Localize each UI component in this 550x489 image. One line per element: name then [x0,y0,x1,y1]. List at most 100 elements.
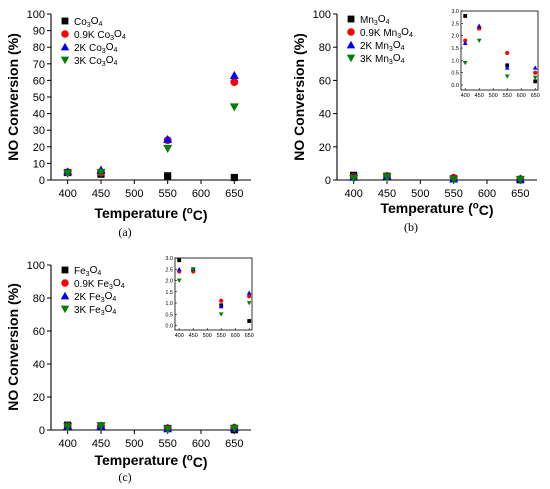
inset-y-tick-label: 3.0 [451,9,459,15]
chart-panel-2: 400 450 500 550 600 650 0 20 40 60 80 100 Temperatur… [291,9,540,234]
text-span: 3K Fe [74,305,101,316]
panel-label: (a) [118,225,131,239]
legend-marker [61,30,69,38]
text-span: O [114,29,122,40]
inset-data-point [476,23,482,28]
text-span: C) [193,207,208,223]
text-span: 3 [102,61,106,68]
inset-x-tick-label: 450 [475,93,484,99]
legend-marker [61,279,69,287]
text-span: O [105,291,113,302]
data-point-triangle-down [229,424,239,433]
text-span: 2K Co [74,43,102,54]
data-point-triangle-down [515,175,525,185]
inset-x-tick-label: 400 [461,93,470,99]
text-span: Co [74,17,87,28]
inset-x-tick-label: 600 [517,93,526,99]
inset-data-point [247,319,252,323]
legend-marker [60,305,70,314]
inset-data-point [533,70,538,75]
text-span: 3 [101,310,105,317]
chart-panel-3: 400 450 500 550 600 650 0 20 40 60 80 100 Temperatur… [5,256,254,484]
data-point-triangle-down [63,169,73,178]
y-axis-title: NO Conversion (%) [5,283,21,411]
inset-x-tick-label: 400 [175,333,184,339]
inset-data-point [533,79,538,84]
x-tick-label: 450 [378,188,396,200]
x-tick-label: 500 [411,188,429,200]
text-span: 0.9K Co [74,30,111,41]
y-tick-label: 80 [319,42,331,54]
legend-marker [60,42,70,51]
x-axis-title: Temperature (oC) [94,452,207,470]
text-span: 4 [97,270,101,277]
y-tick-label: 100 [313,9,331,21]
text-span: C) [479,202,494,218]
inset-x-tick-label: 450 [189,333,198,339]
text-span: 3 [109,284,113,291]
x-tick-label: 650 [225,438,243,450]
data-point-triangle-down [449,175,459,184]
inset-x-tick-label: 650 [245,333,254,339]
inset-data-point [247,294,252,299]
inset-y-tick-label: 1.5 [165,290,173,296]
text-span: O [378,14,386,25]
y-tick-label: 90 [33,26,45,38]
x-tick-label: 550 [158,188,176,200]
text-span: O [106,55,114,66]
text-span: 4 [401,58,405,65]
inset-data-point [462,40,468,45]
y-tick-label: 30 [33,125,45,137]
y-tick-label: 100 [27,9,45,21]
text-span: Temperature ( [380,200,473,216]
text-span: 2K Fe [74,292,101,303]
inset-y-tick-label: 2.0 [451,34,459,40]
text-span: 3 [389,46,393,53]
text-span: 3 [374,20,378,27]
text-span: 3 [101,297,105,304]
text-span: 4 [113,47,117,54]
y-axis-title: NO Conversion (%) [291,33,307,161]
x-axis-title: Temperature (oC) [94,205,207,223]
panel-label: (c) [118,470,131,484]
legend-label: Co3O4 [74,16,102,29]
chart-panel-1: 400 450 500 550 600 650 0 10 20 30 40 50 60 70 80 90 100… [5,9,251,239]
data-point-triangle-down [96,422,106,431]
data-point-triangle-down [382,173,392,182]
x-tick-label: 600 [192,188,210,200]
inset-data-point [219,298,224,303]
inset-frame [460,10,539,91]
x-tick-label: 600 [192,438,210,450]
inset-data-point [218,312,224,317]
x-tick-label: 500 [125,188,143,200]
inset-data-point [463,14,468,18]
x-tick-label: 650 [225,188,243,200]
y-tick-label: 60 [33,326,45,338]
inset-data-point [532,75,538,81]
text-span: 4 [112,309,116,316]
x-tick-label: 650 [511,188,529,200]
legend-marker [346,40,356,49]
inset-frame [174,257,253,331]
text-span: O [393,40,401,51]
legend-label: 0.9K Fe3O4 [74,278,125,291]
inset-data-point [505,63,510,68]
text-span: 0.9K Fe [74,279,109,290]
text-span: O [401,27,409,38]
y-tick-label: 100 [27,260,45,272]
text-span: 3K Mn [360,54,389,65]
text-span: o [187,206,193,217]
text-span: O [105,304,113,315]
legend-marker [60,56,70,65]
legend-marker [347,15,355,23]
y-tick-label: 70 [33,59,45,71]
legend-label: 3K Co3O4 [74,55,117,68]
text-span: O [113,278,121,289]
inset-y-tick-label: 0.0 [451,83,459,89]
legend-label: 2K Co3O4 [74,42,117,55]
y-tick-label: 40 [33,109,45,121]
y-tick-label: 80 [33,42,45,54]
text-span: 4 [386,19,390,26]
data-point-triangle-up [163,134,173,143]
